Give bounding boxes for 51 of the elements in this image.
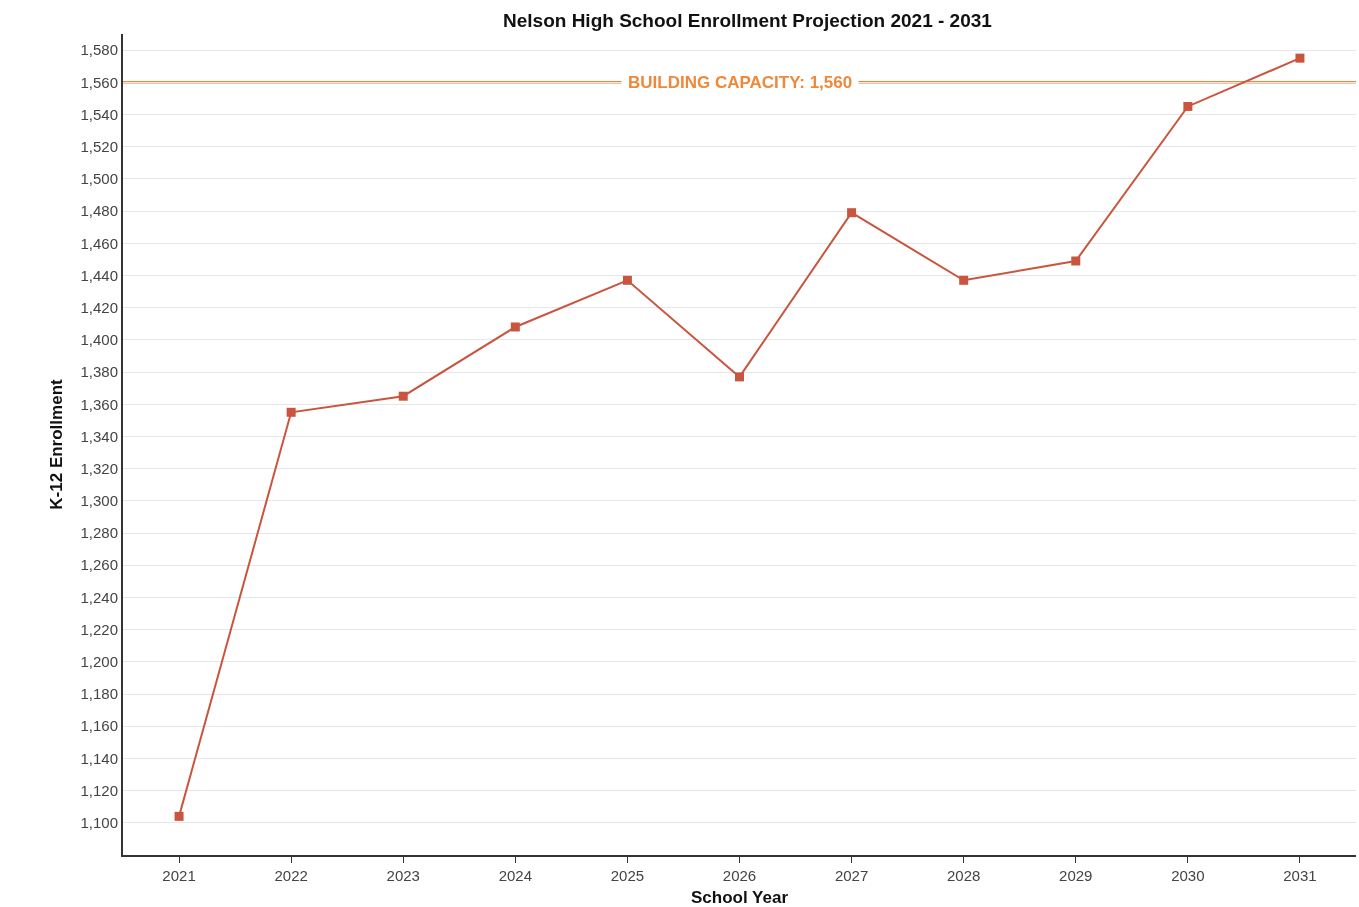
y-tick-label: 1,180 [80, 685, 118, 703]
y-tick-label: 1,420 [80, 298, 118, 316]
point [398, 391, 408, 401]
y-tick-label: 1,220 [80, 620, 118, 638]
point [174, 811, 184, 821]
chart-title: Nelson High School Enrollment Projection 2021 - 2031 [503, 9, 993, 31]
point [735, 372, 744, 382]
x-tick-label: 2023 [386, 867, 420, 884]
y-tick-label: 1,400 [80, 331, 118, 349]
x-tick-label: 2026 [722, 867, 757, 884]
y-tick-label: 1,100 [80, 814, 118, 832]
y-tick-label: 1,140 [80, 749, 118, 767]
x-tick-label: 2028 [946, 867, 981, 884]
x-tick-label: 2022 [274, 867, 308, 884]
point [286, 407, 296, 417]
x-tick-label: 2031 [1283, 867, 1317, 884]
y-tick-label: 1,320 [80, 459, 118, 477]
x-tick-label: 2021 [162, 867, 196, 884]
point [1071, 256, 1081, 266]
x-tick-label: 2025 [610, 867, 645, 884]
y-tick-label: 1,120 [80, 781, 118, 799]
x-axis-title: School Year [690, 887, 789, 907]
ref-line-label: BUILDING CAPACITY: 1,560 [628, 73, 853, 92]
y-tick-label: 1,520 [80, 137, 118, 155]
y-tick-label: 1,340 [80, 427, 118, 445]
y-tick-label: 1,200 [80, 653, 118, 671]
y-tick-label: 1,540 [80, 105, 118, 123]
y-tick-label: 1,300 [80, 492, 118, 510]
y-tick-label: 1,560 [80, 73, 118, 91]
x-tick-label: 2030 [1171, 867, 1205, 884]
y-tick-label: 1,280 [80, 524, 118, 542]
y-axis-title: K-12 Enrollment [46, 378, 66, 510]
y-tick-label: 1,380 [80, 363, 118, 381]
point [622, 275, 632, 285]
x-tick-label: 2027 [834, 867, 869, 884]
y-tick-label: 1,580 [80, 41, 118, 59]
x-tick-label: 2024 [498, 867, 533, 884]
y-tick-label: 1,360 [80, 395, 118, 413]
y-tick-label: 1,260 [80, 556, 118, 574]
y-tick-label: 1,160 [80, 717, 118, 735]
y-tick-label: 1,500 [80, 170, 118, 188]
x-tick-label: 2029 [1059, 867, 1093, 884]
point [847, 208, 857, 218]
y-tick-label: 1,460 [80, 234, 118, 252]
point [1183, 101, 1193, 111]
y-tick-label: 1,440 [80, 266, 118, 284]
point [959, 275, 969, 285]
point [1295, 53, 1305, 63]
point [510, 322, 520, 332]
y-tick-label: 1,480 [80, 202, 118, 220]
y-tick-label: 1,240 [80, 588, 118, 606]
